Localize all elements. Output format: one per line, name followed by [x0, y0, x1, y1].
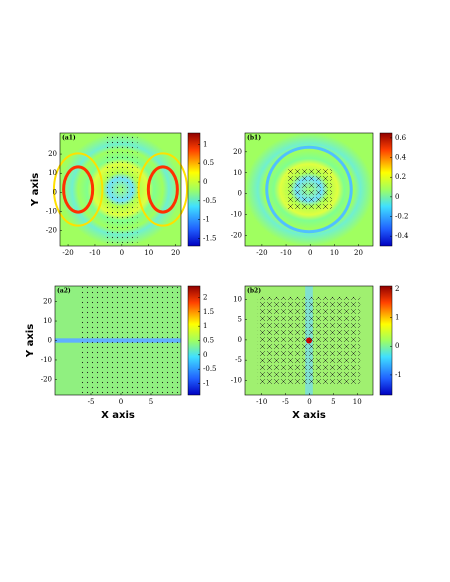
panel-label: (a1) — [62, 135, 76, 142]
colorbar-tick-label: 0 — [203, 351, 207, 359]
plot-frame — [244, 132, 374, 247]
colorbar — [379, 132, 393, 247]
x-tick-label: 0 — [308, 249, 312, 257]
x-tick-label: -10 — [89, 249, 100, 257]
x-tick-label: -5 — [88, 398, 95, 406]
colorbar — [379, 285, 393, 396]
y-tick-label: -10 — [46, 208, 57, 216]
y-tick-label: -5 — [235, 356, 242, 364]
y-tick-label: 10 — [233, 169, 242, 177]
x-axis-label: X axis — [101, 410, 135, 421]
field-blob — [265, 145, 353, 234]
y-tick-label: -20 — [41, 375, 52, 383]
colorbar-tick-label: 0 — [395, 193, 399, 201]
scatterers — [80, 286, 181, 395]
y-tick-label: -20 — [46, 227, 57, 235]
colorbar-tick-label: -1 — [395, 371, 402, 379]
panel-label: (b1) — [247, 135, 261, 142]
y-tick-label: 20 — [233, 148, 242, 156]
x-tick-label: 10 — [353, 398, 362, 406]
colorbar-tick-label: 2 — [395, 285, 399, 293]
plot-frame — [244, 285, 374, 396]
x-tick-label: 5 — [149, 398, 153, 406]
colorbar — [187, 132, 201, 247]
colorbar-tick-label: 0 — [203, 178, 207, 186]
x-tick-label: -5 — [282, 398, 289, 406]
plot-frame — [59, 132, 182, 247]
y-tick-label: 10 — [43, 317, 52, 325]
y-tick-label: 10 — [48, 169, 57, 177]
colorbar-tick-label: -1.5 — [203, 234, 217, 242]
x-tick-label: 10 — [144, 249, 153, 257]
colorbar-tick-label: -0.2 — [395, 213, 409, 221]
x-tick-label: 0 — [307, 398, 311, 406]
y-tick-label: 5 — [238, 316, 242, 324]
field-blob — [52, 152, 104, 227]
field-blob — [62, 165, 95, 214]
field-blob — [146, 165, 179, 214]
y-tick-label: 0 — [48, 337, 52, 345]
y-tick-label: -10 — [41, 356, 52, 364]
colorbar-tick-label: 1 — [395, 314, 399, 322]
colorbar-tick-label: 0.5 — [203, 159, 214, 167]
x-tick-label: -10 — [280, 249, 291, 257]
x-tick-label: 20 — [354, 249, 363, 257]
colorbar-tick-label: -0.4 — [395, 232, 409, 240]
colorbar-tick-label: 1 — [203, 322, 207, 330]
colorbar-tick-label: -1 — [203, 216, 210, 224]
y-tick-label: -10 — [231, 376, 242, 384]
y-tick-label: 10 — [233, 295, 242, 303]
field-blob — [137, 152, 189, 227]
x-tick-label: 5 — [331, 398, 335, 406]
x-tick-label: 0 — [120, 249, 124, 257]
colorbar-tick-label: 0 — [395, 342, 399, 350]
panel-label: (a2) — [57, 288, 71, 295]
colorbar-tick-label: 1.5 — [203, 308, 214, 316]
colorbar-tick-label: -0.5 — [203, 197, 217, 205]
x-tick-label: 10 — [330, 249, 339, 257]
y-axis-label: Y axis — [30, 173, 41, 207]
colorbar-tick-label: -1 — [203, 380, 210, 388]
scatterers — [285, 169, 333, 210]
y-axis-label: Y axis — [25, 324, 36, 358]
colorbar-tick-label: 0.2 — [395, 173, 406, 181]
x-tick-label: 20 — [171, 249, 180, 257]
panel-label: (b2) — [247, 288, 261, 295]
y-tick-label: -10 — [231, 211, 242, 219]
y-tick-label: -20 — [231, 232, 242, 240]
scatterers — [257, 296, 361, 385]
scatterers — [105, 133, 138, 246]
x-tick-label: -20 — [62, 249, 73, 257]
colorbar-tick-label: -0.5 — [203, 365, 217, 373]
y-tick-label: 0 — [238, 336, 242, 344]
colorbar-tick-label: 2 — [203, 293, 207, 301]
x-tick-label: -20 — [256, 249, 267, 257]
x-axis-label: X axis — [292, 410, 326, 421]
x-tick-label: 0 — [119, 398, 123, 406]
y-tick-label: 0 — [238, 190, 242, 198]
y-tick-label: 0 — [53, 188, 57, 196]
colorbar-tick-label: 1 — [203, 140, 207, 148]
y-tick-label: 20 — [48, 150, 57, 158]
x-tick-label: -10 — [256, 398, 267, 406]
y-tick-label: 20 — [43, 298, 52, 306]
colorbar-tick-label: 0.4 — [395, 154, 407, 162]
colorbar-tick-label: 0.5 — [203, 337, 214, 345]
colorbar-tick-label: 0.6 — [395, 134, 407, 142]
